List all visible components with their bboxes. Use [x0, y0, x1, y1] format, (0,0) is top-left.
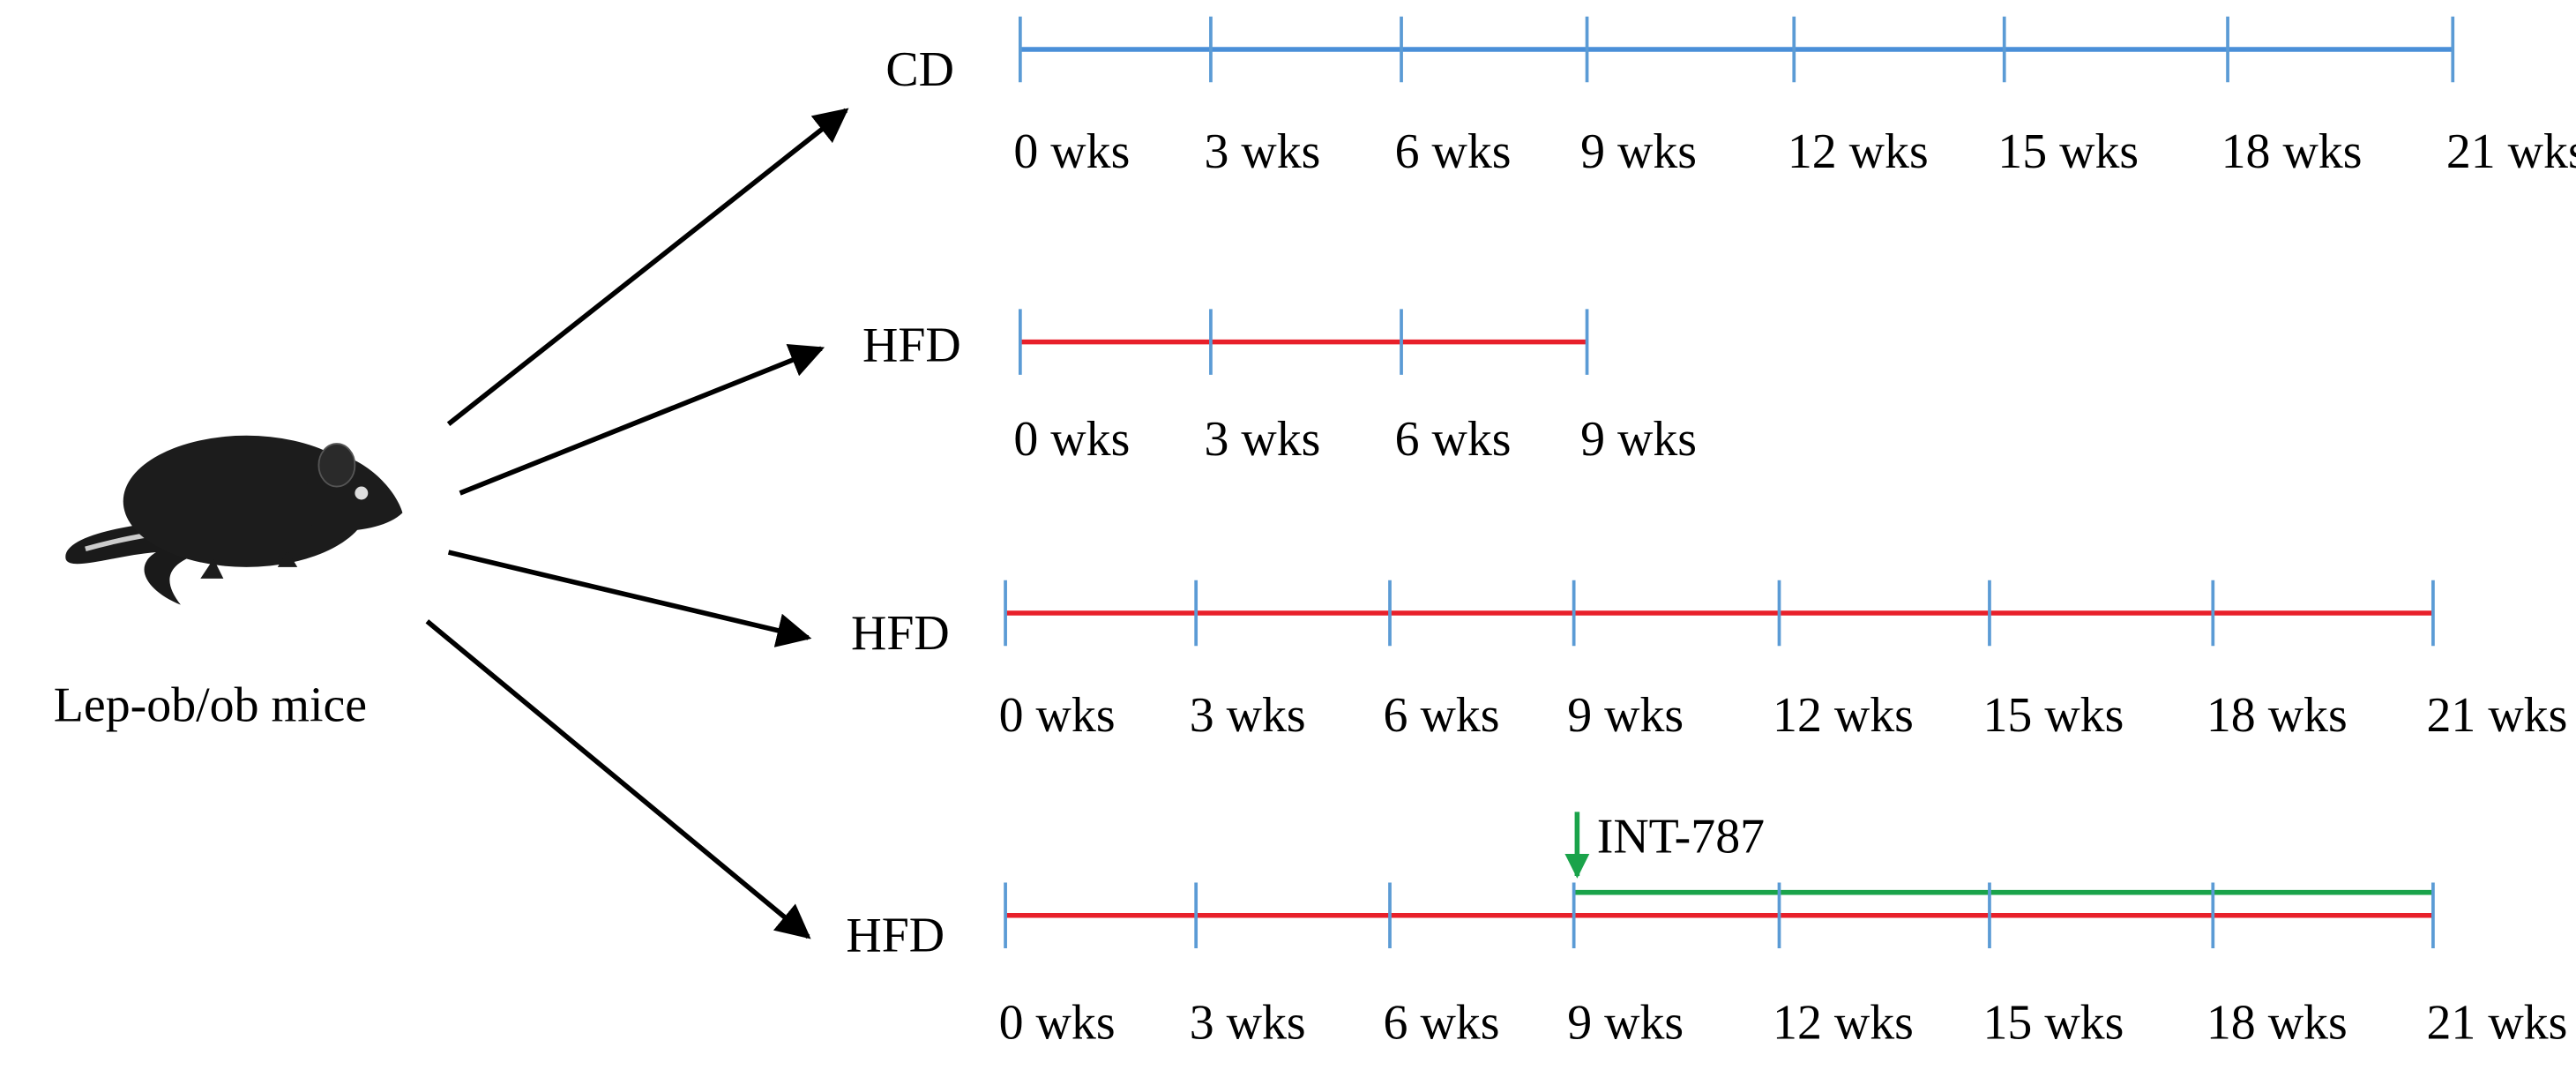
mouse-icon — [65, 435, 403, 605]
diet-label: HFD — [846, 909, 945, 963]
treatment-label: INT-787 — [1597, 810, 1765, 864]
tick-label: 0 wks — [999, 995, 1116, 1050]
tick-label: 3 wks — [1204, 124, 1320, 179]
tick-label: 12 wks — [1773, 995, 1914, 1050]
arrow — [446, 108, 849, 426]
tick-label: 0 wks — [999, 688, 1116, 743]
diet-label: HFD — [862, 318, 961, 373]
tick-label: 9 wks — [1580, 124, 1697, 179]
tick-label: 15 wks — [1997, 124, 2139, 179]
tick-label: 21 wks — [2426, 995, 2567, 1050]
arrow — [459, 343, 825, 496]
tick-label: 3 wks — [1190, 995, 1306, 1050]
tick-label: 3 wks — [1204, 412, 1320, 467]
tick-label: 21 wks — [2426, 688, 2567, 743]
tick-label: 6 wks — [1384, 688, 1500, 743]
tick-label: 9 wks — [1567, 688, 1684, 743]
tick-label: 9 wks — [1580, 412, 1697, 467]
source-label: Lep-ob/ob mice — [54, 678, 367, 733]
diet-label: HFD — [851, 606, 950, 661]
arrows — [425, 108, 849, 939]
tick-label: 12 wks — [1788, 124, 1929, 179]
arrow — [425, 619, 811, 939]
tick-label: 21 wks — [2446, 124, 2576, 179]
tick-label: 18 wks — [2221, 124, 2363, 179]
tick-label: 6 wks — [1384, 995, 1500, 1050]
diet-label: CD — [885, 42, 954, 97]
tick-label: 15 wks — [1982, 688, 2124, 743]
tick-label: 18 wks — [2206, 995, 2348, 1050]
tick-label: 15 wks — [1982, 995, 2124, 1050]
tick-label: 12 wks — [1773, 688, 1914, 743]
tick-label: 6 wks — [1395, 124, 1512, 179]
tick-label: 0 wks — [1013, 124, 1130, 179]
tick-label: 6 wks — [1395, 412, 1512, 467]
tick-label: 3 wks — [1190, 688, 1306, 743]
tick-label: 9 wks — [1567, 995, 1684, 1050]
tick-label: 18 wks — [2206, 688, 2348, 743]
arrow — [447, 550, 812, 647]
tick-label: 0 wks — [1013, 412, 1130, 467]
